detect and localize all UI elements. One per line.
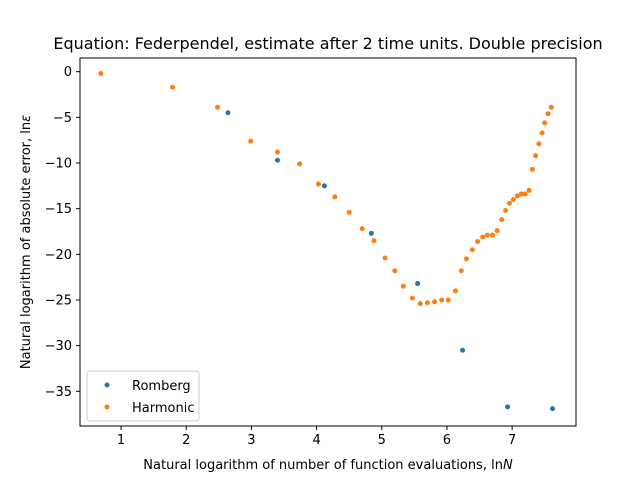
- data-point-harmonic: [417, 301, 423, 307]
- data-points: [98, 71, 556, 412]
- data-point-harmonic: [359, 226, 365, 232]
- y-tick-label: −35: [45, 385, 72, 400]
- data-point-romberg: [225, 110, 231, 116]
- data-point-romberg: [460, 347, 466, 353]
- data-point-harmonic: [526, 187, 532, 193]
- data-point-harmonic: [542, 120, 548, 126]
- legend-label-romberg: Romberg: [132, 379, 191, 394]
- y-tick-label: −20: [45, 248, 72, 263]
- data-point-harmonic: [490, 232, 496, 238]
- data-point-harmonic: [499, 217, 505, 223]
- data-point-harmonic: [215, 104, 221, 110]
- data-point-harmonic: [445, 297, 451, 303]
- data-point-harmonic: [548, 104, 554, 110]
- data-point-harmonic: [545, 111, 551, 117]
- data-point-harmonic: [170, 84, 176, 90]
- legend-marker-romberg: [104, 382, 110, 388]
- data-point-romberg: [415, 281, 421, 287]
- data-point-harmonic: [316, 181, 322, 187]
- data-point-harmonic: [371, 238, 377, 244]
- x-tick-label: 7: [508, 433, 516, 448]
- data-point-harmonic: [400, 283, 406, 289]
- legend-marker-harmonic: [104, 404, 110, 410]
- x-axis-ticks: 1 2 3 4 5 6 7: [117, 426, 516, 448]
- x-tick-label: 4: [312, 433, 320, 448]
- data-point-harmonic: [432, 299, 438, 305]
- y-tick-label: 0: [64, 65, 72, 80]
- y-tick-label: −10: [45, 157, 72, 172]
- y-axis-ticks: 0 −5 −10 −15 −20 −25 −30 −35: [45, 65, 80, 400]
- data-point-harmonic: [458, 268, 464, 274]
- x-tick-label: 1: [117, 433, 125, 448]
- data-point-romberg: [274, 157, 280, 163]
- data-point-harmonic: [248, 138, 254, 144]
- chart-title: Equation: Federpendel, estimate after 2 …: [53, 34, 602, 53]
- data-point-harmonic: [409, 295, 415, 301]
- data-point-harmonic: [518, 191, 524, 197]
- x-tick-label: 3: [247, 433, 255, 448]
- data-point-harmonic: [475, 239, 481, 245]
- data-point-romberg: [505, 404, 511, 410]
- y-tick-label: −30: [45, 339, 72, 354]
- legend-box: [86, 370, 200, 422]
- x-tick-label: 5: [378, 433, 386, 448]
- data-point-harmonic: [529, 166, 535, 172]
- data-point-romberg: [321, 183, 327, 189]
- data-point-harmonic: [480, 234, 486, 240]
- data-point-harmonic: [424, 300, 430, 306]
- data-point-harmonic: [392, 268, 398, 274]
- data-point-harmonic: [484, 232, 490, 238]
- data-point-romberg: [550, 406, 556, 412]
- x-tick-label: 6: [443, 433, 451, 448]
- data-point-harmonic: [297, 161, 303, 167]
- data-point-harmonic: [522, 191, 528, 197]
- data-point-harmonic: [539, 130, 545, 136]
- data-point-harmonic: [332, 194, 338, 200]
- data-point-harmonic: [382, 255, 388, 261]
- data-point-harmonic: [533, 153, 539, 159]
- data-point-harmonic: [536, 141, 542, 147]
- data-point-harmonic: [514, 193, 520, 199]
- y-axis-label: Natural logarithm of absolute error, lnε: [19, 115, 34, 369]
- y-tick-label: −25: [45, 293, 72, 308]
- data-point-harmonic: [464, 256, 470, 262]
- data-point-harmonic: [274, 149, 280, 155]
- data-point-harmonic: [503, 207, 509, 213]
- data-point-harmonic: [469, 247, 475, 253]
- data-point-harmonic: [439, 297, 445, 303]
- plot-area-frame: [79, 57, 577, 427]
- legend-label-harmonic: Harmonic: [132, 401, 194, 416]
- x-tick-label: 2: [182, 433, 190, 448]
- data-point-harmonic: [510, 197, 516, 203]
- data-point-harmonic: [494, 228, 500, 234]
- legend: Romberg Harmonic: [86, 370, 200, 422]
- data-point-harmonic: [98, 71, 104, 77]
- data-point-harmonic: [346, 209, 352, 215]
- data-point-romberg: [368, 230, 374, 236]
- x-axis-label: Natural logarithm of number of function …: [143, 458, 513, 473]
- data-point-harmonic: [452, 288, 458, 294]
- y-tick-label: −15: [45, 202, 72, 217]
- data-point-harmonic: [507, 200, 513, 206]
- y-tick-label: −5: [53, 111, 72, 126]
